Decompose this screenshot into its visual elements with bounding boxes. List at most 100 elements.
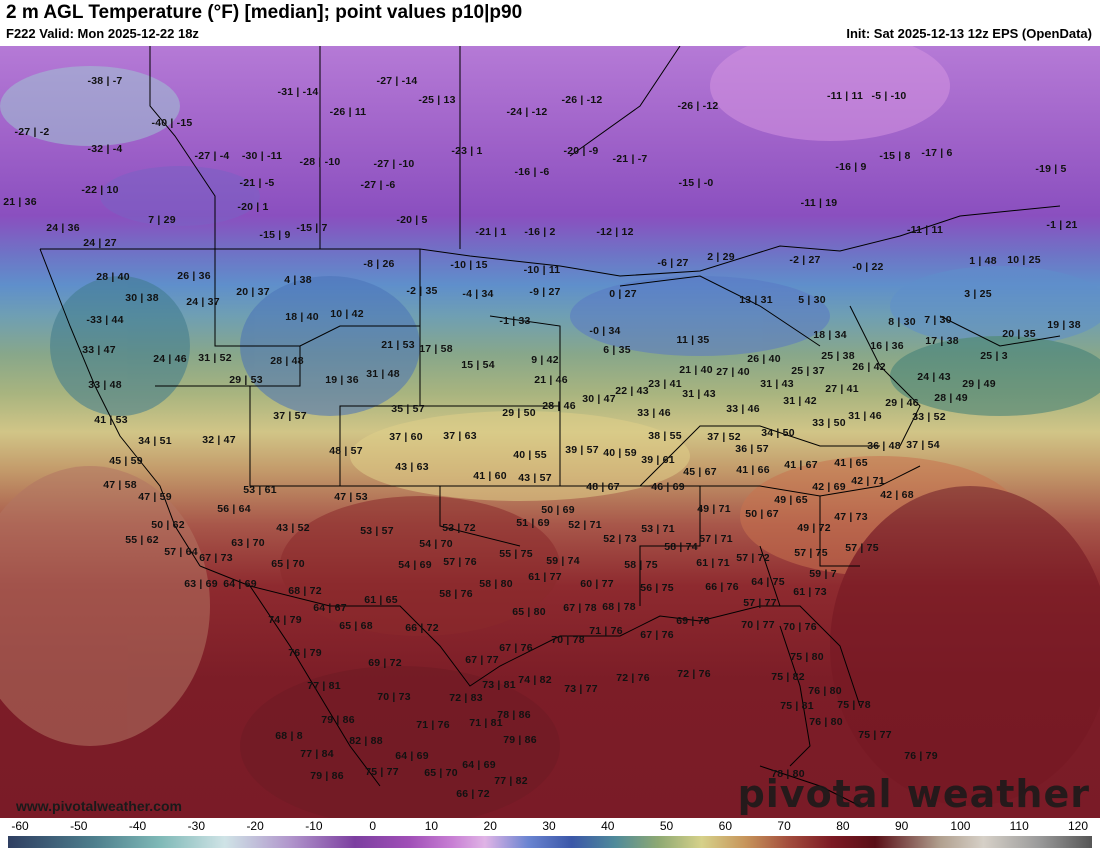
point-value: 43 | 52 [276, 522, 310, 534]
point-value: 64 | 69 [223, 578, 257, 590]
point-value: 37 | 57 [273, 410, 307, 422]
point-value: 10 | 25 [1007, 254, 1041, 266]
colorbar-tick-label: -60 [11, 819, 29, 833]
init-time: Init: Sat 2025-12-13 12z EPS (OpenData) [846, 26, 1092, 41]
point-value: 20 | 35 [1002, 328, 1036, 340]
point-value: -17 | 6 [921, 147, 953, 159]
point-value: 21 | 46 [534, 374, 568, 386]
point-value: 25 | 37 [791, 365, 825, 377]
point-value: 72 | 83 [449, 692, 483, 704]
point-value: 76 | 80 [809, 716, 843, 728]
point-value: 53 | 72 [442, 522, 476, 534]
point-value: -27 | -2 [14, 126, 50, 138]
point-value: 71 | 81 [469, 717, 503, 729]
point-value: 48 | 57 [329, 445, 363, 457]
point-value: -1 | 33 [499, 315, 531, 327]
point-value: 31 | 43 [760, 378, 794, 390]
point-value: 51 | 69 [516, 517, 550, 529]
point-value: 46 | 69 [651, 481, 685, 493]
point-value: -27 | -6 [360, 179, 396, 191]
point-value: 18 | 34 [813, 329, 847, 341]
point-value: 11 | 35 [676, 334, 710, 346]
colorbar-tick-label: 10 [424, 819, 439, 833]
point-value: 33 | 50 [812, 417, 846, 429]
point-value: 24 | 46 [153, 353, 187, 365]
point-value: 50 | 67 [745, 508, 779, 520]
point-value: 68 | 72 [288, 585, 322, 597]
point-value: 26 | 42 [852, 361, 886, 373]
map-boundaries [0, 46, 1100, 818]
point-value: -26 | -12 [677, 100, 719, 112]
point-value: 53 | 57 [360, 525, 394, 537]
point-value: 21 | 40 [679, 364, 713, 376]
colorbar-tick-label: 100 [950, 819, 971, 833]
point-value: 37 | 60 [389, 431, 423, 443]
point-value: -0 | 34 [589, 325, 621, 337]
point-value: 45 | 59 [109, 455, 143, 467]
point-value: 73 | 81 [482, 679, 516, 691]
point-value: 72 | 76 [677, 668, 711, 680]
point-value: 28 | 48 [270, 355, 304, 367]
point-value: -12 | 12 [596, 226, 634, 238]
point-value: -30 | -11 [241, 150, 283, 162]
point-value: 53 | 71 [641, 523, 675, 535]
point-value: 41 | 67 [784, 459, 818, 471]
point-value: -26 | 11 [329, 106, 367, 118]
point-value: 67 | 76 [640, 629, 674, 641]
point-value: 10 | 42 [330, 308, 364, 320]
point-value: 33 | 46 [637, 407, 671, 419]
point-value: 75 | 81 [780, 700, 814, 712]
point-value: 29 | 53 [229, 374, 263, 386]
point-value: 6 | 35 [603, 344, 631, 356]
point-value: 57 | 71 [699, 533, 733, 545]
point-value: 25 | 3 [980, 350, 1008, 362]
point-value: 24 | 36 [46, 222, 80, 234]
point-value: 41 | 53 [94, 414, 128, 426]
point-value: 76 | 80 [808, 685, 842, 697]
point-value: 69 | 72 [368, 657, 402, 669]
point-value: -11 | 11 [906, 224, 944, 236]
point-value: 73 | 77 [564, 683, 598, 695]
point-value: 34 | 50 [761, 427, 795, 439]
point-value: 75 | 77 [365, 766, 399, 778]
colorbar-tick-label: 0 [369, 819, 376, 833]
point-value: 64 | 69 [462, 759, 496, 771]
point-value: 70 | 76 [783, 621, 817, 633]
point-value: 78 | 86 [497, 709, 531, 721]
point-value: 74 | 79 [268, 614, 302, 626]
point-value: 41 | 66 [736, 464, 770, 476]
point-value: 29 | 50 [502, 407, 536, 419]
point-value: 23 | 41 [648, 378, 682, 390]
point-value: -33 | 44 [86, 314, 124, 326]
point-value: 28 | 49 [934, 392, 968, 404]
temperature-map[interactable]: -38 | -7 -27 | -2 -32 | -4 -40 | -15 -31 | -… [0, 46, 1100, 818]
point-value: 65 | 80 [512, 606, 546, 618]
point-value: 28 | 46 [542, 400, 576, 412]
colorbar-tick-label: -40 [128, 819, 147, 833]
point-value: 40 | 55 [513, 449, 547, 461]
point-value: 68 | 8 [275, 730, 303, 742]
point-value: 8 | 30 [888, 316, 916, 328]
point-value: 20 | 37 [236, 286, 270, 298]
point-value: 16 | 36 [870, 340, 904, 352]
point-value: 55 | 62 [125, 534, 159, 546]
point-value: 3 | 25 [964, 288, 992, 300]
point-value: 27 | 41 [825, 383, 859, 395]
point-value: -21 | -7 [612, 153, 648, 165]
point-value: 48 | 67 [586, 481, 620, 493]
colorbar-tick-label: -30 [187, 819, 205, 833]
point-value: 31 | 42 [783, 395, 817, 407]
point-value: 58 | 76 [439, 588, 473, 600]
colorbar-tick-label: 20 [483, 819, 497, 833]
point-value: -28 | -10 [299, 156, 341, 168]
point-value: 27 | 40 [716, 366, 750, 378]
colorbar-tick-label: 40 [601, 819, 615, 833]
map-title: 2 m AGL Temperature (°F) [median]; point… [6, 2, 523, 23]
point-value: 55 | 75 [499, 548, 533, 560]
point-value: 2 | 29 [707, 251, 735, 263]
point-value: 49 | 65 [774, 494, 808, 506]
point-value: 61 | 71 [696, 557, 730, 569]
colorbar-tick-label: 120 [1067, 819, 1089, 833]
point-value: 65 | 68 [339, 620, 373, 632]
colorbar-gradient [8, 836, 1092, 848]
